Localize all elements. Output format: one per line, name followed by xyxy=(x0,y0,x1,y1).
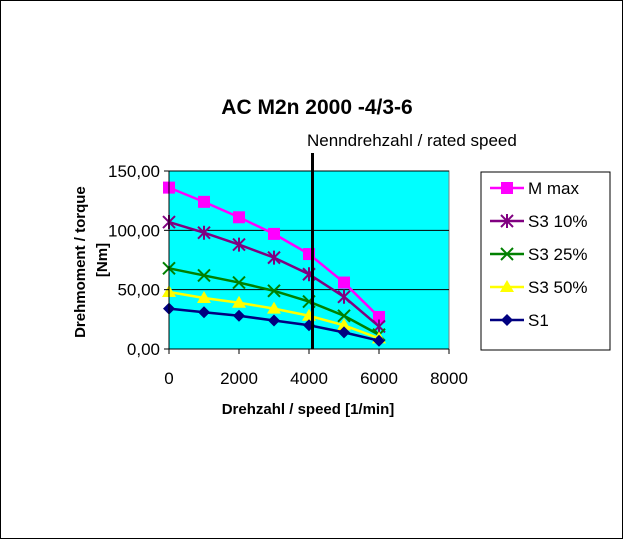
data-point xyxy=(267,301,281,314)
x-ticks: 0 2000 4000 6000 8000 xyxy=(164,349,468,388)
data-point xyxy=(232,295,246,308)
y-ticks: 0,00 50,00 100,00 150,00 xyxy=(108,162,169,359)
y-tick-label: 50,00 xyxy=(117,281,160,300)
series-m-max xyxy=(163,181,385,323)
y-tick-label: 100,00 xyxy=(108,221,160,240)
data-point xyxy=(338,276,350,289)
legend-item: S3 25% xyxy=(490,245,588,264)
legend-item: M max xyxy=(490,179,580,198)
data-point xyxy=(337,289,351,304)
data-point xyxy=(338,326,350,339)
data-point xyxy=(232,275,246,290)
legend-item: S1 xyxy=(490,311,549,330)
grid xyxy=(169,170,449,291)
data-point xyxy=(197,290,211,303)
data-point xyxy=(373,334,385,347)
legend-marker xyxy=(501,314,513,326)
y-axis-title-line-2: [Nm] xyxy=(94,243,111,277)
y-tick-label: 150,00 xyxy=(108,162,160,181)
data-point xyxy=(267,250,281,265)
x-tick-label: 8000 xyxy=(430,369,468,388)
data-point xyxy=(373,310,385,323)
chart-title: AC M2n 2000 -4/3-6 xyxy=(221,96,412,119)
legend-label: S1 xyxy=(528,311,549,330)
data-point xyxy=(233,211,245,224)
legend-label: S3 50% xyxy=(528,278,588,297)
data-point xyxy=(198,306,210,319)
data-point xyxy=(337,309,351,323)
legend-label: S3 10% xyxy=(528,212,588,231)
y-axis-title-line-1: Drehmoment / torque xyxy=(72,186,89,338)
legend-label: S3 25% xyxy=(528,245,588,264)
x-tick-label: 4000 xyxy=(290,369,328,388)
data-point xyxy=(268,227,280,240)
x-tick-label: 6000 xyxy=(360,369,398,388)
legend-label: M max xyxy=(528,179,580,198)
legend-marker xyxy=(500,280,514,292)
y-tick-label: 0,00 xyxy=(127,340,160,359)
legend-marker xyxy=(501,182,513,194)
legend-marker xyxy=(500,214,514,228)
data-point xyxy=(303,248,315,261)
data-point xyxy=(232,237,246,252)
x-axis-title: Drehzahl / speed [1/min] xyxy=(222,401,395,418)
x-tick-label: 0 xyxy=(164,369,173,388)
data-point xyxy=(198,195,210,208)
series-group xyxy=(162,181,386,347)
data-point xyxy=(337,318,351,331)
data-point xyxy=(268,314,280,327)
legend-marker xyxy=(500,247,514,261)
data-point xyxy=(233,309,245,322)
legend: M max S3 10% S3 25% S3 50% S1 xyxy=(480,171,611,351)
data-point xyxy=(197,225,211,240)
rated-speed-label: Nenndrehzahl / rated speed xyxy=(307,131,517,150)
data-point xyxy=(197,268,211,283)
y-axis-title: Drehmoment / torque [Nm] xyxy=(72,182,111,338)
legend-item: S3 50% xyxy=(490,278,588,297)
legend-item: S3 10% xyxy=(490,212,588,231)
x-tick-label: 2000 xyxy=(220,369,258,388)
data-point xyxy=(267,284,281,298)
